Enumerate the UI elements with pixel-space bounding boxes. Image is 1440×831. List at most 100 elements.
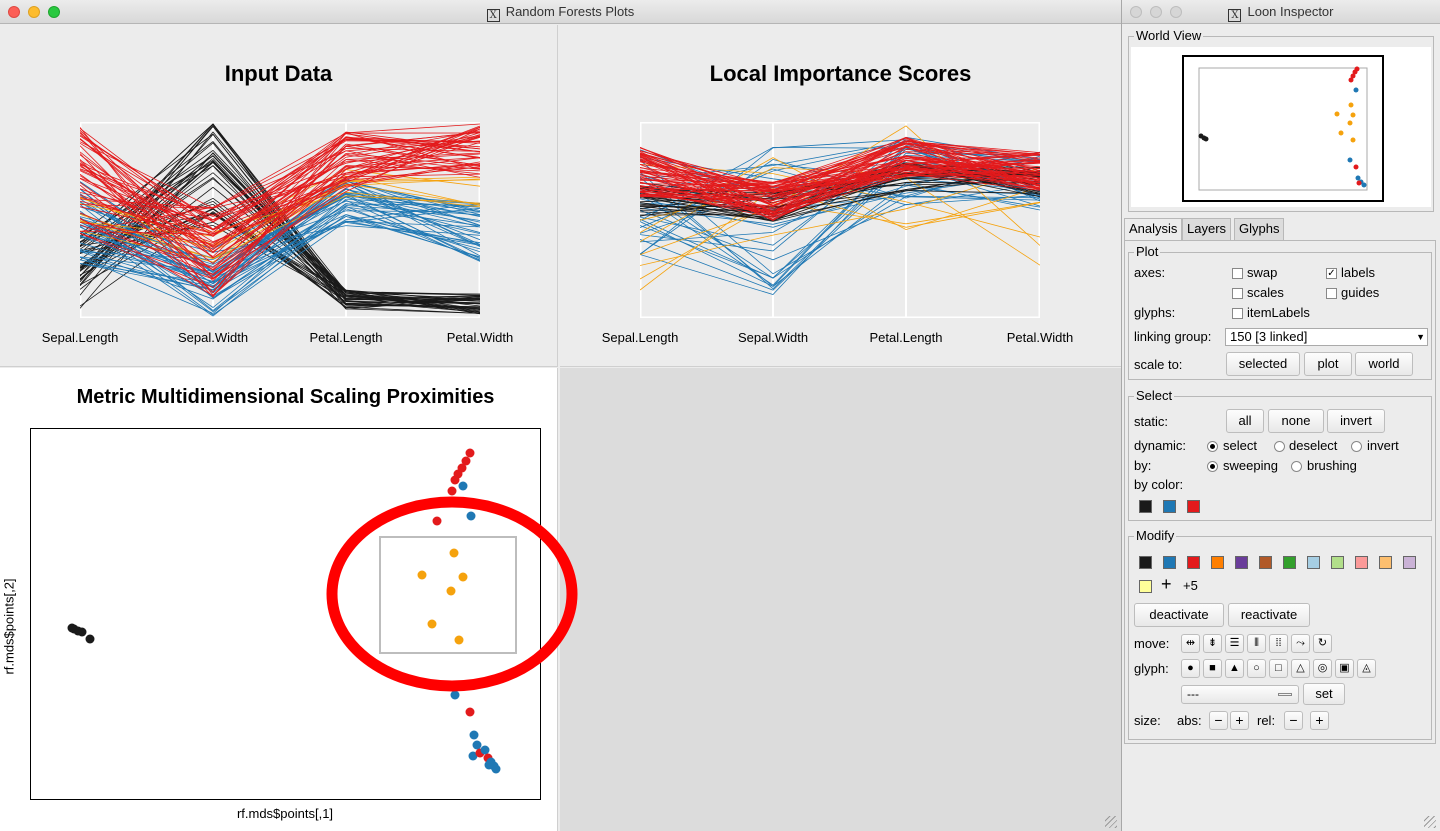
move-grid-vertical-icon[interactable]: ⇟ (1203, 634, 1222, 653)
size-abs-minus-button[interactable]: − (1209, 711, 1228, 730)
zoom-button[interactable] (1170, 6, 1182, 18)
by-brushing-radio[interactable] (1291, 461, 1302, 472)
reactivate-button[interactable]: reactivate (1228, 603, 1310, 627)
glyph-osquare-icon[interactable]: □ (1269, 659, 1288, 678)
by-color-swatch[interactable] (1139, 500, 1152, 513)
glyph-ccircle-icon[interactable]: ◎ (1313, 659, 1332, 678)
scale-plot-button[interactable]: plot (1304, 352, 1352, 376)
more-colors-label: +5 (1183, 578, 1198, 593)
world-point (1361, 182, 1367, 188)
mds-scatterplot[interactable] (30, 428, 542, 801)
data-line (80, 131, 480, 231)
modify-color-swatch[interactable] (1403, 556, 1416, 569)
size-rel-minus-button[interactable]: − (1284, 711, 1303, 730)
modify-color-swatch[interactable] (1259, 556, 1272, 569)
close-button[interactable] (8, 6, 20, 18)
glyph-set-button[interactable]: set (1303, 683, 1345, 705)
dynamic-invert-radio[interactable] (1351, 441, 1362, 452)
size-label: size: (1134, 713, 1161, 728)
modify-color-swatch[interactable] (1283, 556, 1296, 569)
data-line (80, 136, 480, 254)
data-point (465, 707, 475, 717)
modify-color-swatch[interactable] (1379, 556, 1392, 569)
tab-analysis[interactable]: Analysis (1124, 218, 1183, 241)
modify-color-swatch[interactable] (1139, 580, 1152, 593)
modify-color-swatch[interactable] (1355, 556, 1368, 569)
glyph-square-icon[interactable]: ■ (1203, 659, 1222, 678)
select-invert-button[interactable]: invert (1327, 409, 1385, 433)
tab-layers[interactable]: Layers (1182, 218, 1232, 240)
data-point (458, 481, 468, 491)
data-line (80, 150, 480, 230)
modify-color-swatch[interactable] (1307, 556, 1320, 569)
glyph-ocircle-icon[interactable]: ○ (1247, 659, 1266, 678)
data-line (640, 140, 1040, 192)
world-view-canvas[interactable] (1131, 47, 1431, 207)
input-data-panel[interactable]: Input Data Sepal.Length Sepal.Width Peta… (0, 25, 558, 367)
minimize-button[interactable] (28, 6, 40, 18)
align-vertical-icon[interactable]: ⦀ (1247, 634, 1266, 653)
data-line (80, 215, 480, 297)
move-grid-horizontal-icon[interactable]: ⇹ (1181, 634, 1200, 653)
jitter-icon[interactable]: ⤳ (1291, 634, 1310, 653)
data-point (77, 627, 87, 637)
by-color-swatch[interactable] (1163, 500, 1176, 513)
by-color-swatch[interactable] (1187, 500, 1200, 513)
data-line (640, 155, 1040, 187)
modify-color-swatch[interactable] (1331, 556, 1344, 569)
deactivate-button[interactable]: deactivate (1134, 603, 1224, 627)
data-line (80, 180, 480, 288)
data-point (458, 572, 468, 582)
resize-grip-icon[interactable] (1105, 816, 1117, 828)
size-abs-plus-button[interactable]: + (1230, 711, 1249, 730)
local-importance-parallel-coordinates[interactable] (640, 122, 1040, 318)
scale-world-button[interactable]: world (1355, 352, 1413, 376)
data-line (80, 207, 480, 308)
data-line (80, 132, 480, 209)
linking-group-select[interactable]: 150 [3 linked] ▼ (1225, 328, 1428, 346)
axis-label: Sepal.Width (737, 330, 809, 345)
modify-color-swatch[interactable] (1139, 556, 1152, 569)
modify-color-swatch[interactable] (1211, 556, 1224, 569)
add-color-icon[interactable]: + (1161, 574, 1172, 594)
labels-checkbox[interactable]: ✓ (1326, 268, 1337, 279)
data-line (640, 194, 1040, 261)
glyph-select[interactable]: --- (1181, 685, 1299, 704)
modify-color-swatch[interactable] (1187, 556, 1200, 569)
glyph-circle-icon[interactable]: ● (1181, 659, 1200, 678)
data-point (432, 516, 442, 526)
grid-icon[interactable]: ⁞⁞ (1269, 634, 1288, 653)
align-horizontal-icon[interactable]: ☰ (1225, 634, 1244, 653)
scale-selected-button[interactable]: selected (1226, 352, 1300, 376)
swap-checkbox[interactable] (1232, 268, 1243, 279)
dynamic-deselect-radio[interactable] (1274, 441, 1285, 452)
guides-checkbox[interactable] (1326, 288, 1337, 299)
input-data-title: Input Data (224, 61, 333, 86)
reset-icon[interactable]: ↻ (1313, 634, 1332, 653)
scales-checkbox[interactable] (1232, 288, 1243, 299)
close-button[interactable] (1130, 6, 1142, 18)
glyph-csquare-icon[interactable]: ▣ (1335, 659, 1354, 678)
by-sweeping-radio[interactable] (1207, 461, 1218, 472)
local-importance-panel[interactable]: Local Importance Scores Sepal.Length Sep… (560, 25, 1121, 367)
data-line (640, 167, 1040, 188)
item-labels-checkbox[interactable] (1232, 308, 1243, 319)
by-sweeping-label: sweeping (1223, 458, 1278, 473)
input-data-parallel-coordinates[interactable] (80, 122, 480, 318)
world-point (1348, 77, 1354, 83)
resize-grip-icon[interactable] (1424, 816, 1436, 828)
minimize-button[interactable] (1150, 6, 1162, 18)
glyph-ctriangle-icon[interactable]: ◬ (1357, 659, 1376, 678)
modify-color-swatch[interactable] (1235, 556, 1248, 569)
data-line (640, 153, 1040, 190)
modify-color-swatch[interactable] (1163, 556, 1176, 569)
glyph-otriangle-icon[interactable]: △ (1291, 659, 1310, 678)
zoom-button[interactable] (48, 6, 60, 18)
select-none-button[interactable]: none (1268, 409, 1324, 433)
size-rel-plus-button[interactable]: + (1310, 711, 1329, 730)
select-all-button[interactable]: all (1226, 409, 1264, 433)
mds-panel[interactable]: Metric Multidimensional Scaling Proximit… (0, 368, 558, 831)
tab-glyphs[interactable]: Glyphs (1234, 218, 1285, 240)
dynamic-select-radio[interactable] (1207, 441, 1218, 452)
glyph-triangle-icon[interactable]: ▲ (1225, 659, 1244, 678)
